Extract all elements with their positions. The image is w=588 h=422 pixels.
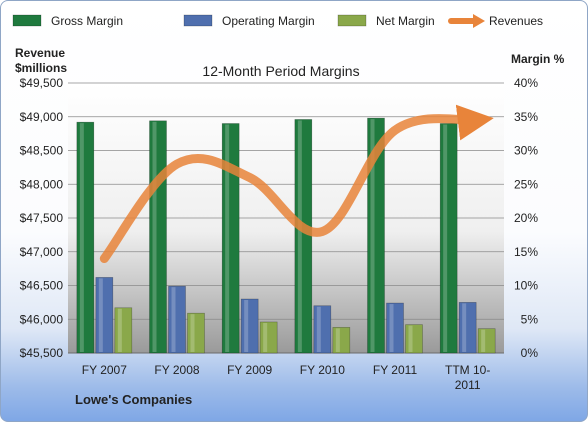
net-margin-bar [405,324,423,354]
chart-title: 12-Month Period Margins [202,63,359,79]
operating-margin-bar [458,302,477,354]
left-axis-tick-label: $47,000 [20,245,64,259]
legend-label: Operating Margin [222,14,315,28]
legend-label: Revenues [489,14,543,28]
revenues-point [477,119,479,121]
left-axis-tick-label: $48,000 [20,177,64,191]
category-label: FY 2010 [300,363,345,377]
right-axis-tick-label: 5% [521,312,539,326]
gross-margin-bar [439,123,458,354]
category-label: FY 2011 [373,363,418,377]
gross-margin-bar [367,117,385,354]
left-axis-tick-label: $49,500 [20,76,64,90]
right-axis-tick-label: 30% [514,144,538,158]
revenues-point [321,231,323,233]
revenues-point [176,163,178,165]
category-label: FY 2008 [154,363,199,377]
company-name: Lowe's Companies [75,392,192,407]
net-margin-bar [332,327,351,354]
gross-margin-bar [149,120,167,354]
legend-swatch [12,14,42,27]
right-axis-tick-label: 40% [514,76,538,90]
legend-item-gross-margin: Gross Margin [12,14,123,28]
left-axis-tick-label: $49,000 [20,110,64,124]
category-label: FY 2007 [82,363,127,377]
category-label: FY 2009 [227,363,272,377]
operating-margin-bar [95,277,114,354]
left-axis-tick-label: $46,500 [20,279,64,293]
left-axis-tick-label: $47,500 [20,211,64,225]
net-margin-bar [477,328,496,354]
right-axis-tick-label: 35% [514,110,538,124]
operating-margin-bar [386,302,404,354]
category-label: 2011 [455,378,481,392]
left-axis-tick-label: $48,500 [20,144,64,158]
right-axis-label: Margin % [511,52,565,66]
revenues-line [99,104,494,263]
net-margin-bar [187,312,205,354]
left-axis-tick-label: $45,500 [20,346,64,360]
legend-label: Gross Margin [51,14,123,28]
operating-margin-bar [240,298,259,354]
net-margin-bar [114,307,133,354]
right-axis-tick-label: 15% [514,245,538,259]
revenues-point [394,129,396,131]
category-label: TTM 10- [445,363,490,377]
legend-item-net-margin: Net Margin [337,14,435,28]
legend-arrow [473,14,485,28]
legend-label: Net Margin [376,14,435,28]
left-axis-tick-label: $46,000 [20,312,64,326]
revenues-point [249,177,251,179]
legend-item-revenues: Revenues [448,14,543,28]
gross-margin-bar [221,123,240,354]
net-margin-bar [259,321,278,354]
left-axis-label-line1: Revenue [15,46,65,60]
legend-swatch [183,14,213,27]
right-axis-tick-label: 0% [521,346,539,360]
right-axis-tick-label: 10% [514,279,538,293]
revenues-point [103,258,105,260]
legend-swatch [337,14,367,27]
right-axis-tick-label: 25% [514,177,538,191]
right-axis-tick-label: 20% [514,211,538,225]
gross-margin-bar [294,119,313,354]
operating-margin-bar [168,285,186,354]
gross-margin-bar [76,121,95,354]
operating-margin-bar [313,305,332,354]
legend-item-operating-margin: Operating Margin [183,14,315,28]
left-axis-label-line2: $millions [15,61,67,75]
